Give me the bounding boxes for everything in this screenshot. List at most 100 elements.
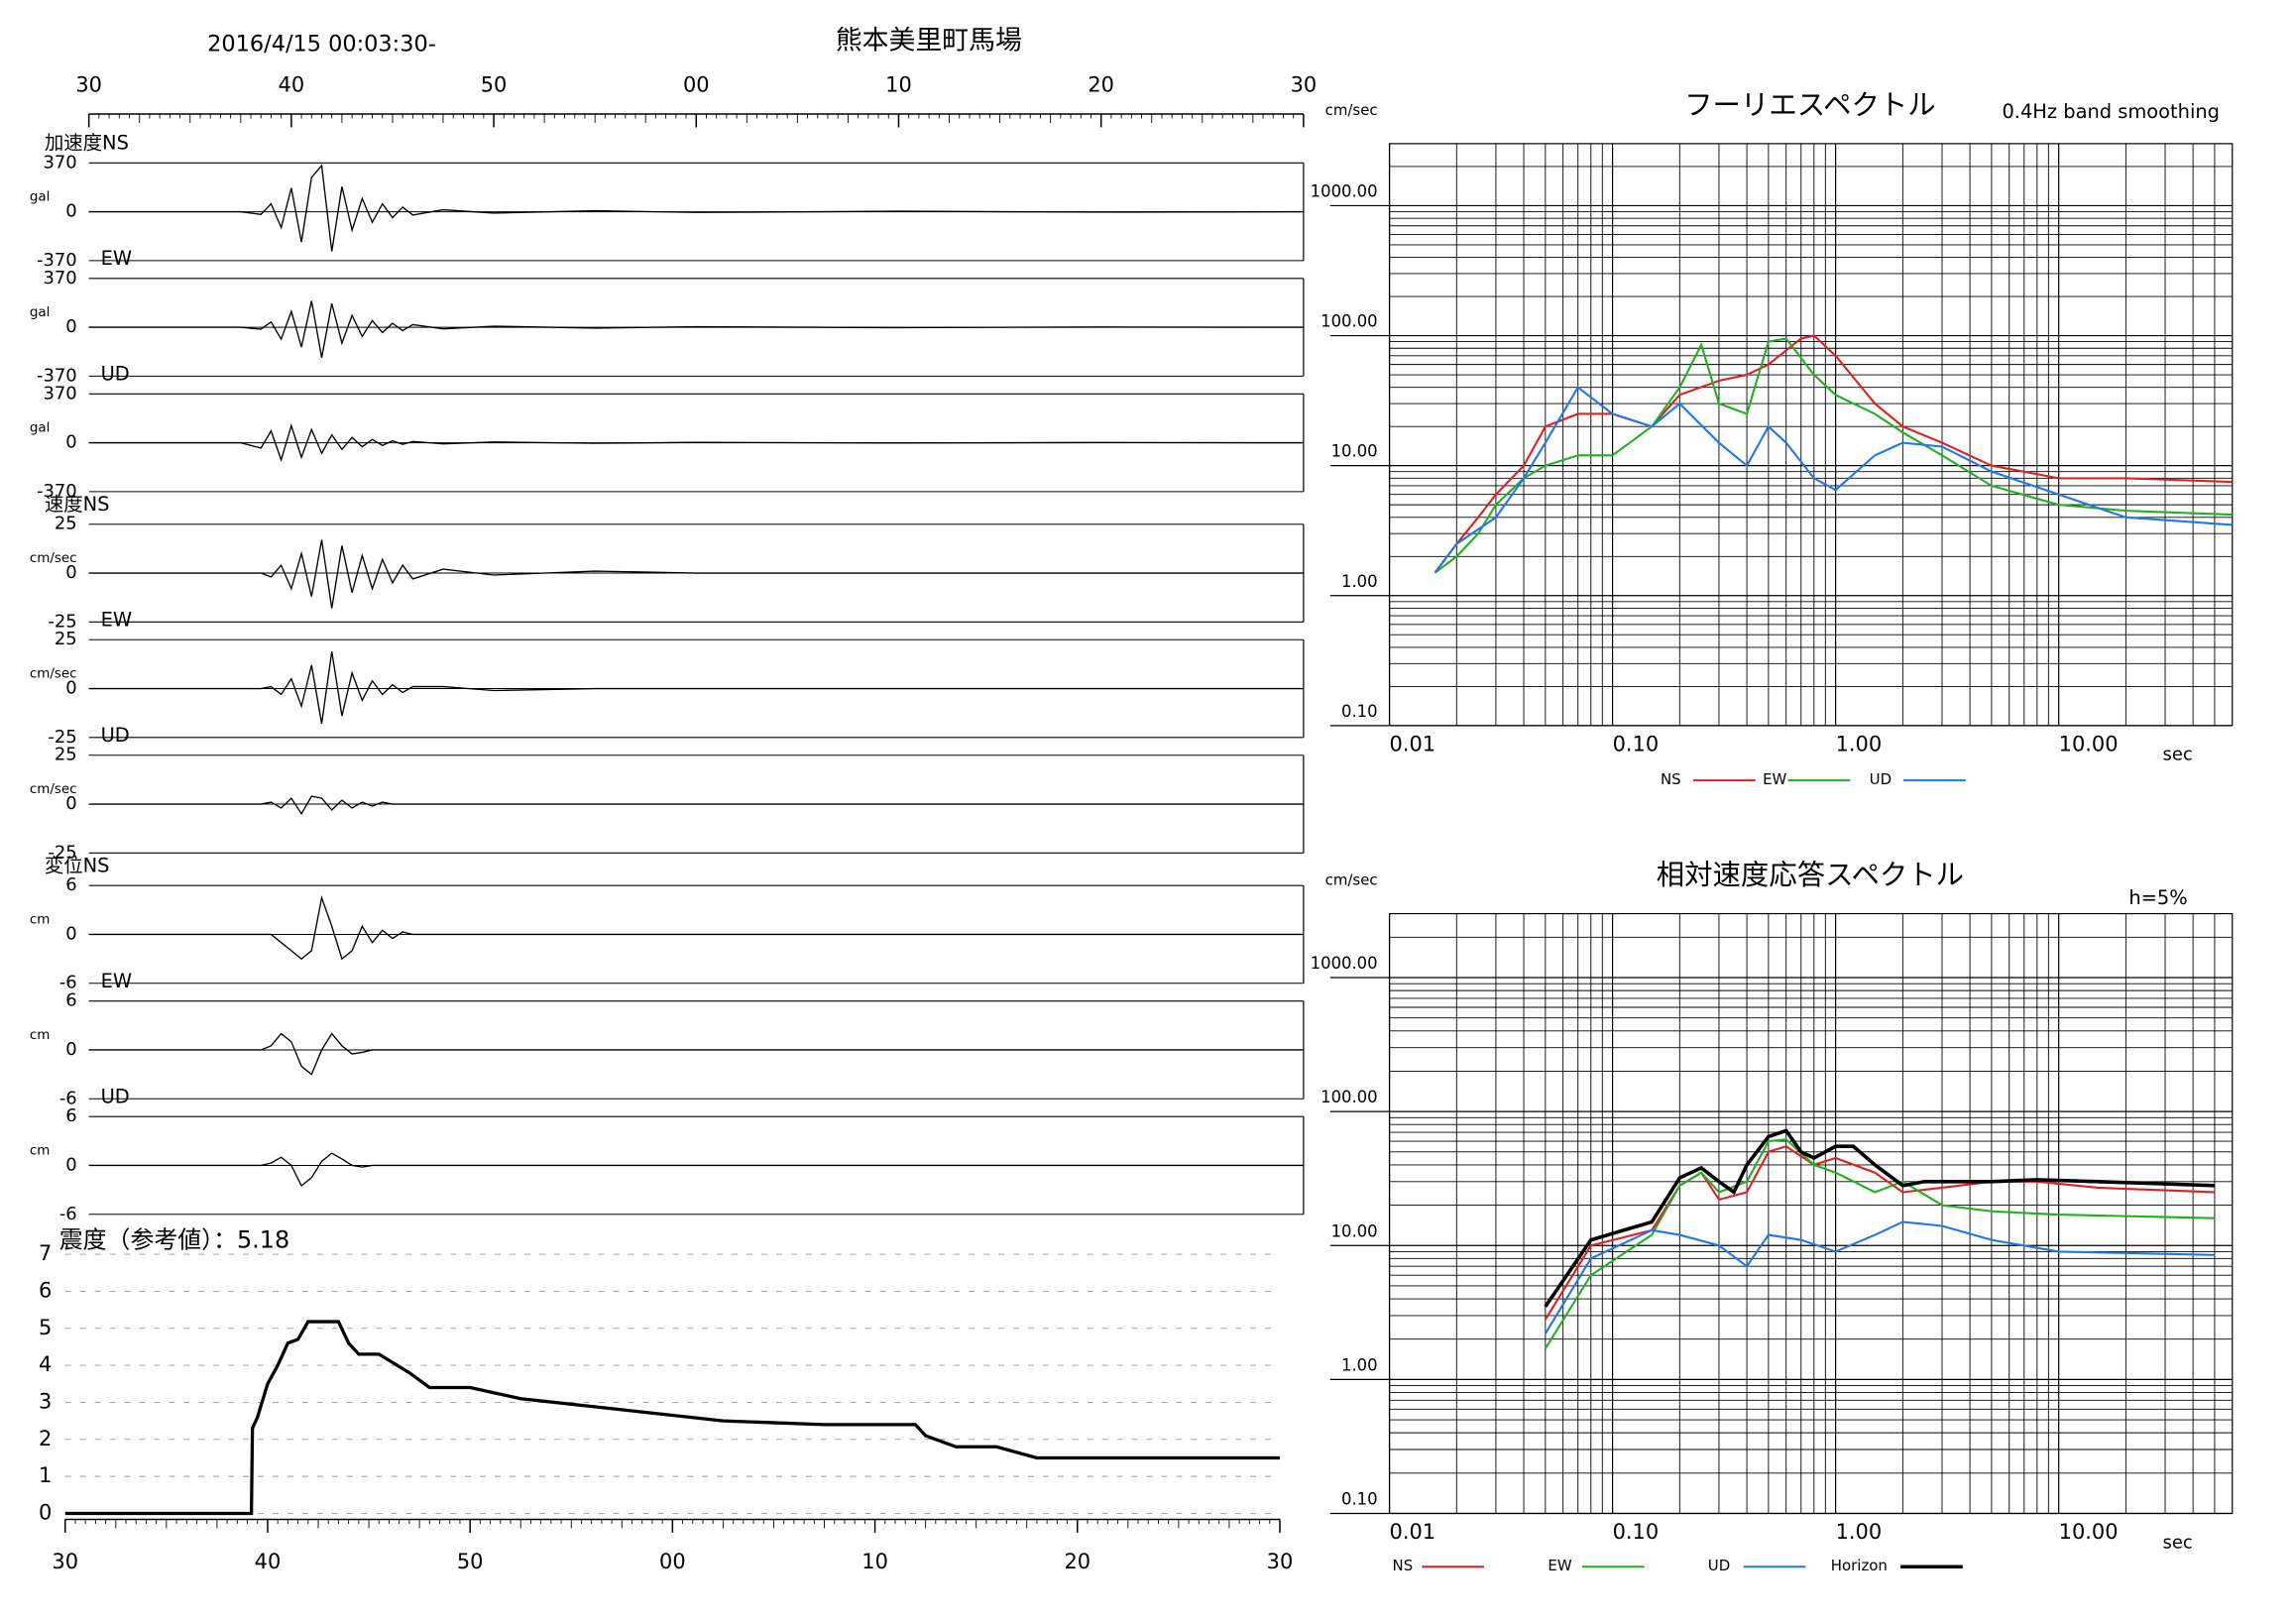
y-tick-label: 100.00	[1320, 312, 1377, 331]
y-tick-label: 10.00	[1331, 1221, 1378, 1240]
x-tick-label: 10.00	[2059, 732, 2119, 755]
y-tick-label: 7	[39, 1241, 52, 1265]
y-tick-label: 0	[65, 316, 76, 337]
y-tick-label: 25	[55, 629, 77, 649]
y-tick-label: -370	[37, 250, 77, 271]
x-tick-label: 30	[75, 73, 102, 97]
y-tick-label: 1.00	[1341, 1355, 1378, 1374]
panel-label: EW	[101, 970, 132, 992]
y-tick-label: 25	[55, 514, 77, 534]
chart-title: 相対速度応答スペクトル	[1657, 859, 1964, 891]
y-tick-label: 100.00	[1320, 1088, 1377, 1106]
y-tick-label: 0	[65, 678, 76, 699]
y-tick-label: 3	[39, 1389, 52, 1413]
y-tick-label: 370	[44, 152, 77, 173]
y-unit: cm	[30, 1144, 50, 1159]
y-tick-label: -6	[59, 1088, 77, 1108]
y-tick-label: 0.10	[1341, 1490, 1378, 1509]
x-axis-label: sec	[2163, 1532, 2193, 1553]
x-tick-label: 40	[279, 73, 305, 97]
y-unit: gal	[30, 421, 51, 436]
legend-label: Horizon	[1831, 1557, 1888, 1574]
x-tick-label: 50	[457, 1550, 484, 1573]
y-tick-label: -6	[59, 973, 77, 993]
waveform	[88, 894, 1304, 961]
legend-label: UD	[1708, 1557, 1730, 1574]
panel-label: 速度NS	[45, 493, 110, 516]
y-tick-label: 1	[39, 1463, 52, 1487]
waveform	[88, 164, 1304, 252]
chart-title: フーリエスペクトル	[1684, 89, 1935, 122]
x-tick-label: 0.01	[1390, 1520, 1436, 1544]
y-unit: gal	[30, 190, 51, 205]
x-tick-label: 0.10	[1613, 732, 1660, 755]
y-tick-label: 0	[39, 1500, 52, 1524]
y-tick-label: 2	[39, 1427, 52, 1450]
subtitle: h=5%	[2128, 886, 2187, 909]
y-tick-label: 0	[65, 201, 76, 222]
x-tick-label: 0.01	[1390, 732, 1436, 755]
x-tick-label: 10	[861, 1550, 888, 1573]
chart-title: 熊本美里町馬場	[836, 25, 1022, 56]
y-tick-label: 0.10	[1341, 702, 1378, 721]
x-tick-label: 0.10	[1613, 1520, 1660, 1544]
legend-label: UD	[1870, 770, 1892, 788]
waveform	[88, 539, 1304, 609]
legend-label: NS	[1393, 1557, 1414, 1574]
panel-label: UD	[101, 724, 130, 747]
waveform	[88, 422, 1304, 463]
x-tick-label: 30	[1291, 73, 1318, 97]
y-unit: cm/sec	[30, 667, 77, 682]
y-tick-label: 0	[65, 793, 76, 814]
line	[64, 1320, 1280, 1516]
panel-label: 加速度NS	[45, 131, 129, 154]
y-tick-label: 6	[65, 1105, 76, 1126]
y-tick-label: 5	[39, 1316, 52, 1339]
series-line	[1434, 386, 2233, 574]
series-line	[1544, 1128, 2216, 1308]
y-axis-label: cm/sec	[1325, 871, 1378, 889]
y-tick-label: -370	[37, 365, 77, 386]
y-axis-label: cm/sec	[1325, 101, 1378, 119]
waveform	[88, 300, 1304, 358]
panel-label: UD	[101, 1085, 130, 1107]
plot-frame	[1388, 143, 2234, 727]
y-tick-label: 370	[44, 383, 77, 404]
waveform	[88, 1032, 1304, 1076]
series-line	[1544, 1220, 2215, 1334]
subtitle: 2016/4/15 00:03:30-	[207, 31, 436, 57]
y-tick-label: 0	[65, 923, 76, 944]
y-tick-label: 25	[55, 745, 77, 765]
subtitle: 0.4Hz band smoothing	[2002, 100, 2220, 123]
y-tick-label: 10.00	[1331, 442, 1378, 461]
x-tick-label: 10	[885, 73, 912, 97]
series-line	[1544, 1138, 2215, 1349]
x-tick-label: 00	[659, 1550, 686, 1573]
chart-title: 震度（参考値）：5.18	[59, 1226, 289, 1254]
y-tick-label: -25	[48, 611, 76, 632]
x-tick-label: 1.00	[1836, 732, 1883, 755]
series-line	[1434, 334, 2233, 574]
y-tick-label: 370	[44, 268, 77, 289]
legend-label: EW	[1548, 1557, 1571, 1574]
plot-frame	[1388, 912, 2234, 1515]
panel-label: EW	[101, 608, 132, 631]
x-tick-label: 10.00	[2059, 1520, 2119, 1544]
y-tick-label: 6	[39, 1278, 52, 1302]
panel-label: 変位NS	[45, 854, 110, 876]
y-tick-label: 0	[65, 1039, 76, 1060]
panel-label: UD	[101, 362, 130, 385]
y-tick-label: 0	[65, 562, 76, 583]
y-tick-label: 6	[65, 874, 76, 895]
waveform	[88, 1152, 1304, 1188]
y-tick-label: 0	[65, 432, 76, 453]
y-unit: gal	[30, 305, 51, 320]
waveform	[88, 650, 1304, 725]
y-tick-label: -25	[48, 727, 76, 748]
y-unit: cm/sec	[30, 782, 77, 797]
x-tick-label: 20	[1088, 73, 1114, 97]
legend-label: NS	[1661, 770, 1681, 788]
x-tick-label: 30	[52, 1550, 78, 1573]
x-tick-label: 1.00	[1836, 1520, 1883, 1544]
